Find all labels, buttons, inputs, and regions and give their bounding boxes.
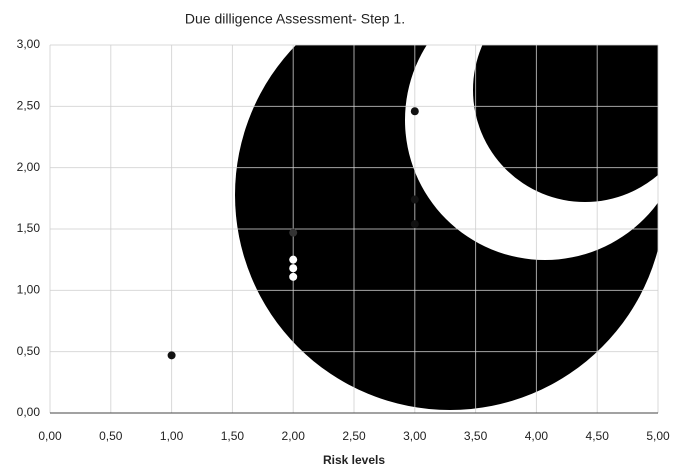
y-tick-label: 2,00 [17,160,41,174]
x-tick-label: 1,50 [221,429,245,443]
point [410,195,419,204]
y-tick-label: 2,50 [17,99,41,113]
background-graphic [235,45,658,410]
point [410,107,419,116]
point [410,220,419,229]
x-axis-label: Risk levels [323,453,385,467]
point [289,272,298,281]
x-tick-label: 2,50 [342,429,366,443]
chart-title: Due dilligence Assessment- Step 1. [185,11,405,27]
x-tick-label: 5,00 [646,429,670,443]
point [167,351,176,360]
point [289,255,298,264]
y-tick-label: 1,00 [17,283,41,297]
x-tick-label: 0,00 [38,429,62,443]
y-tick-label: 0,00 [17,405,41,419]
y-tick-label: 0,50 [17,344,41,358]
x-tick-label: 4,50 [586,429,610,443]
point [289,264,298,273]
x-tick-label: 1,00 [160,429,184,443]
y-tick-label: 3,00 [17,37,41,51]
x-tick-label: 4,00 [525,429,549,443]
x-tick-label: 0,50 [99,429,123,443]
x-tick-label: 3,00 [403,429,427,443]
point [289,228,298,237]
x-tick-label: 3,50 [464,429,488,443]
y-tick-label: 1,50 [17,221,41,235]
x-tick-label: 2,00 [282,429,306,443]
